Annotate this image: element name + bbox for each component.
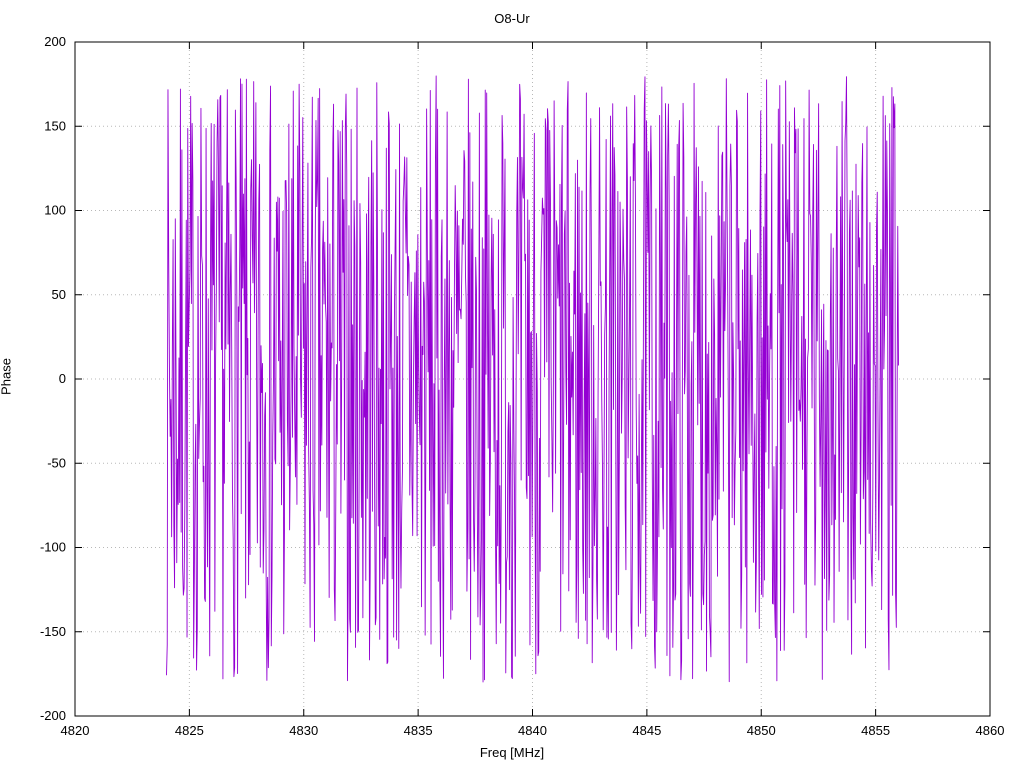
y-tick-label: 0: [59, 371, 66, 386]
y-tick-label: -100: [40, 540, 66, 555]
y-tick-label: -200: [40, 708, 66, 723]
y-tick-label: -150: [40, 624, 66, 639]
x-tick-label: 4820: [61, 723, 90, 738]
y-tick-label: 200: [44, 34, 66, 49]
x-tick-label: 4845: [632, 723, 661, 738]
x-tick-label: 4825: [175, 723, 204, 738]
x-tick-label: 4840: [518, 723, 547, 738]
y-tick-label: 150: [44, 118, 66, 133]
phase-trace: [166, 75, 899, 683]
y-tick-label: 100: [44, 203, 66, 218]
x-tick-label: 4860: [976, 723, 1005, 738]
x-tick-label: 4835: [404, 723, 433, 738]
y-tick-label: -50: [47, 455, 66, 470]
x-axis-label: Freq [MHz]: [479, 745, 545, 760]
y-tick-label: 50: [52, 287, 66, 302]
x-tick-label: 4855: [861, 723, 890, 738]
x-tick-label: 4850: [747, 723, 776, 738]
x-tick-label: 4830: [289, 723, 318, 738]
plot-title: O8-Ur: [494, 11, 530, 26]
